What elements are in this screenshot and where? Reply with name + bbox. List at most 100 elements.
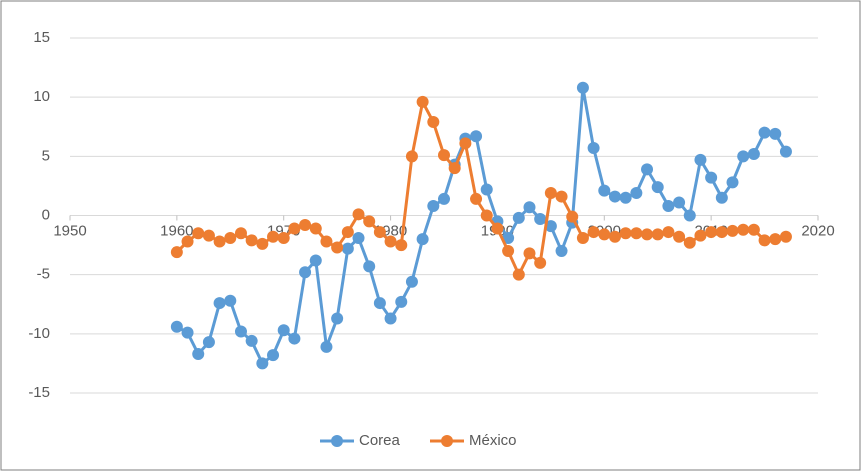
series-marker	[256, 237, 269, 250]
series-marker	[715, 191, 728, 204]
series-marker	[470, 192, 483, 205]
series-marker	[170, 246, 183, 259]
legend-label: México	[469, 432, 517, 449]
series-marker	[341, 226, 354, 239]
series-marker	[673, 230, 686, 243]
series-marker	[427, 200, 440, 213]
series-marker	[234, 227, 247, 240]
series-marker	[288, 222, 301, 235]
series-marker	[534, 213, 547, 226]
series-marker	[352, 231, 365, 244]
series-marker	[480, 183, 493, 196]
series-marker	[737, 150, 750, 163]
y-tick-label: 5	[42, 147, 50, 164]
series-marker	[181, 326, 194, 339]
series-marker	[448, 162, 461, 175]
series-marker	[576, 81, 589, 94]
series-marker	[384, 312, 397, 325]
series-marker	[758, 126, 771, 139]
series-marker	[747, 223, 760, 236]
series-marker	[512, 211, 525, 224]
series-marker	[694, 229, 707, 242]
series-marker	[459, 137, 472, 150]
series-marker	[299, 266, 312, 279]
series-marker	[673, 196, 686, 209]
y-tick-label: 15	[33, 29, 50, 46]
series-marker	[288, 332, 301, 345]
series-marker	[502, 245, 515, 257]
series-marker	[309, 254, 322, 267]
series-marker	[630, 227, 643, 240]
series-marker	[608, 230, 621, 243]
series-marker	[705, 171, 718, 184]
series-marker	[598, 184, 611, 197]
series-marker	[234, 325, 247, 338]
series-marker	[202, 336, 215, 349]
series-marker	[416, 95, 429, 108]
x-tick-label: 1960	[160, 222, 193, 239]
series-marker	[363, 260, 376, 273]
series-marker	[576, 231, 589, 244]
series-marker	[331, 312, 344, 325]
series-marker	[598, 228, 611, 241]
series-marker	[352, 208, 365, 221]
legend-label: Corea	[359, 432, 401, 449]
series-marker	[363, 215, 376, 228]
y-tick-label: 10	[33, 88, 50, 105]
series-marker	[769, 127, 782, 140]
series-marker	[523, 201, 536, 214]
series-marker	[331, 241, 344, 254]
series-marker	[502, 231, 515, 244]
series-marker	[641, 163, 654, 176]
series-marker	[608, 190, 621, 203]
series-marker	[491, 222, 504, 235]
series-marker	[619, 227, 632, 240]
series-marker	[170, 320, 183, 333]
series-marker	[555, 245, 568, 257]
series-marker	[213, 297, 226, 310]
series-marker	[245, 234, 258, 247]
series-marker	[470, 130, 483, 143]
series-marker	[779, 145, 792, 158]
series-marker	[395, 295, 408, 308]
series-marker	[683, 209, 696, 222]
series-marker	[438, 149, 450, 162]
legend-marker	[441, 435, 453, 447]
series-line	[176, 87, 788, 366]
series-marker	[587, 226, 600, 239]
series-marker	[651, 181, 664, 194]
series-marker	[715, 226, 728, 239]
series-marker	[202, 229, 215, 242]
series-marker	[705, 226, 718, 239]
series-marker	[544, 187, 557, 200]
series-marker	[299, 218, 312, 231]
series-marker	[619, 191, 632, 204]
series-marker	[737, 223, 750, 236]
x-tick-label: 2020	[801, 222, 834, 239]
series-marker	[480, 209, 493, 222]
series-marker	[544, 220, 557, 233]
legend-marker	[331, 435, 343, 447]
series-marker	[224, 231, 237, 244]
series-marker	[192, 347, 205, 360]
series-marker	[566, 210, 579, 223]
series-marker	[726, 176, 739, 189]
series-marker	[523, 247, 536, 260]
series-marker	[427, 116, 440, 129]
series-marker	[726, 224, 739, 237]
series-marker	[641, 228, 654, 241]
series-marker	[779, 230, 792, 243]
series-marker	[384, 235, 397, 248]
series-marker	[512, 268, 525, 281]
series-marker	[373, 226, 386, 239]
series-marker	[373, 297, 386, 310]
series-marker	[694, 153, 707, 166]
y-tick-label: -15	[28, 384, 50, 401]
y-tick-label: -5	[37, 266, 50, 283]
series-marker	[267, 349, 280, 362]
series-marker	[587, 142, 600, 155]
series-marker	[224, 294, 237, 307]
series-marker	[651, 228, 664, 241]
